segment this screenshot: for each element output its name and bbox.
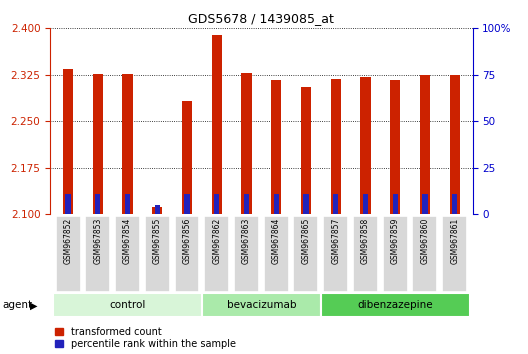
Text: GSM967860: GSM967860	[420, 217, 429, 264]
FancyBboxPatch shape	[321, 293, 469, 317]
Text: GSM967855: GSM967855	[153, 217, 162, 264]
Text: GSM967857: GSM967857	[331, 217, 340, 264]
Text: GSM967858: GSM967858	[361, 217, 370, 263]
Bar	[390, 80, 400, 214]
Bar	[92, 74, 103, 214]
Text: agent: agent	[3, 300, 33, 310]
Bar	[331, 79, 341, 214]
Bar	[244, 194, 249, 214]
Bar	[393, 194, 398, 214]
FancyBboxPatch shape	[264, 216, 289, 292]
FancyBboxPatch shape	[145, 216, 169, 292]
Bar	[301, 87, 311, 214]
Text: bevacizumab: bevacizumab	[227, 300, 296, 310]
FancyBboxPatch shape	[383, 216, 408, 292]
FancyBboxPatch shape	[412, 216, 438, 292]
Bar	[125, 194, 130, 214]
FancyBboxPatch shape	[85, 216, 110, 292]
Text: GSM967865: GSM967865	[301, 217, 310, 264]
FancyBboxPatch shape	[294, 216, 318, 292]
Bar	[65, 194, 71, 214]
Bar	[241, 73, 252, 214]
FancyBboxPatch shape	[323, 216, 348, 292]
Bar	[304, 194, 308, 214]
Text: GSM967864: GSM967864	[272, 217, 281, 264]
Bar	[184, 194, 190, 214]
FancyBboxPatch shape	[115, 216, 140, 292]
Bar	[452, 194, 457, 214]
Text: GSM967853: GSM967853	[93, 217, 102, 264]
Text: GSM967861: GSM967861	[450, 217, 459, 263]
Text: dibenzazepine: dibenzazepine	[357, 300, 433, 310]
Bar	[422, 194, 428, 214]
Text: GSM967859: GSM967859	[391, 217, 400, 264]
FancyBboxPatch shape	[202, 293, 321, 317]
Text: GDS5678 / 1439085_at: GDS5678 / 1439085_at	[188, 12, 334, 25]
Bar	[363, 194, 368, 214]
Bar	[152, 207, 163, 214]
FancyBboxPatch shape	[55, 216, 80, 292]
Bar	[360, 77, 371, 214]
Bar	[333, 194, 338, 214]
Bar	[95, 194, 100, 214]
Bar	[122, 74, 133, 214]
Bar	[155, 205, 160, 214]
FancyBboxPatch shape	[234, 216, 259, 292]
Bar	[271, 80, 281, 214]
FancyBboxPatch shape	[353, 216, 378, 292]
Text: GSM967862: GSM967862	[212, 217, 221, 263]
Bar	[182, 102, 192, 214]
Text: control: control	[109, 300, 146, 310]
Bar	[449, 75, 460, 214]
Text: GSM967854: GSM967854	[123, 217, 132, 264]
FancyBboxPatch shape	[204, 216, 229, 292]
Bar	[212, 34, 222, 214]
Text: GSM967856: GSM967856	[183, 217, 192, 264]
FancyBboxPatch shape	[174, 216, 200, 292]
Bar	[420, 75, 430, 214]
Text: GSM967852: GSM967852	[63, 217, 72, 263]
Text: ▶: ▶	[30, 300, 37, 310]
FancyBboxPatch shape	[442, 216, 467, 292]
Bar	[63, 69, 73, 214]
FancyBboxPatch shape	[53, 293, 202, 317]
Legend: transformed count, percentile rank within the sample: transformed count, percentile rank withi…	[55, 327, 235, 349]
Text: GSM967863: GSM967863	[242, 217, 251, 264]
Bar	[214, 194, 219, 214]
Bar	[274, 194, 279, 214]
